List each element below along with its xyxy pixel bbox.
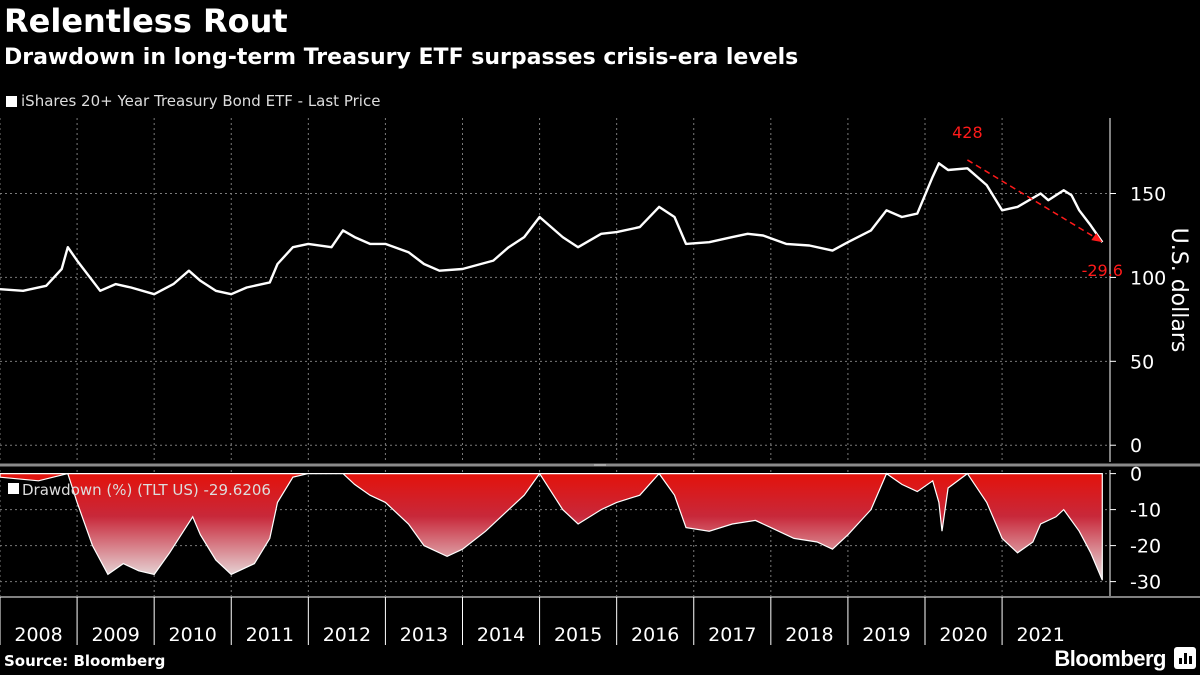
drawdown-tick-label: -10 [1130, 500, 1161, 522]
legend-label-price: iShares 20+ Year Treasury Bond ETF - Las… [21, 92, 381, 110]
bloomberg-chart-icon [1174, 647, 1196, 669]
x-tick-label: 2015 [554, 624, 602, 646]
x-tick-label: 2012 [323, 624, 371, 646]
drawdown-legend-label: Drawdown (%) (TLT US) -29.6206 [22, 481, 271, 499]
price-line [0, 162, 1104, 296]
drawdown-area [0, 472, 1103, 581]
price-tick-label: 50 [1130, 351, 1154, 373]
x-tick-label: 2014 [477, 624, 525, 646]
legend-swatch-price [6, 95, 17, 107]
x-tick-label: 2017 [708, 624, 756, 646]
x-tick-label: 2010 [169, 624, 217, 646]
price-tick-label: 150 [1130, 184, 1166, 206]
x-tick-label: 2021 [1016, 624, 1064, 646]
x-tick-label: 2008 [14, 624, 62, 646]
drawdown-tick-label: -20 [1130, 536, 1161, 558]
price-tick-label: 100 [1130, 267, 1166, 289]
annotation-peak-label: 428 [952, 123, 983, 142]
x-tick-label: 2018 [785, 624, 833, 646]
drawdown-tick-label: -30 [1130, 572, 1161, 594]
price-legend: iShares 20+ Year Treasury Bond ETF - Las… [6, 92, 380, 110]
annotation-layer: 428 -29.6 [952, 123, 1123, 280]
x-tick-label: 2019 [862, 624, 910, 646]
axis-layer: 0 50 100 150 0 -10 -20 -30 2008 2009 2010 2011 2012 2… [0, 118, 1200, 646]
drawdown-tick-label: 0 [1130, 464, 1142, 486]
annotation-trough-label: -29.6 [1082, 261, 1123, 280]
x-tick-label: 2009 [91, 624, 139, 646]
drawdown-legend-swatch [8, 483, 19, 494]
x-tick-label: 2020 [939, 624, 987, 646]
chart-subtitle: Drawdown in long-term Treasury ETF surpa… [4, 45, 799, 70]
drawdown-arrow [967, 159, 1097, 239]
x-tick-label: 2013 [400, 624, 448, 646]
drawdown-area-layer [0, 472, 1103, 581]
price-line-layer [0, 162, 1104, 296]
x-tick-label: 2011 [246, 624, 294, 646]
y-axis-label: U.S. dollars [1166, 228, 1191, 353]
bloomberg-logo: Bloomberg [1054, 646, 1166, 671]
chart-title: Relentless Rout [4, 2, 288, 40]
x-tick-label: 2016 [631, 624, 679, 646]
price-tick-label: 0 [1130, 435, 1142, 457]
drawdown-arrowhead [1091, 233, 1103, 243]
source-note: Source: Bloomberg [4, 652, 166, 670]
